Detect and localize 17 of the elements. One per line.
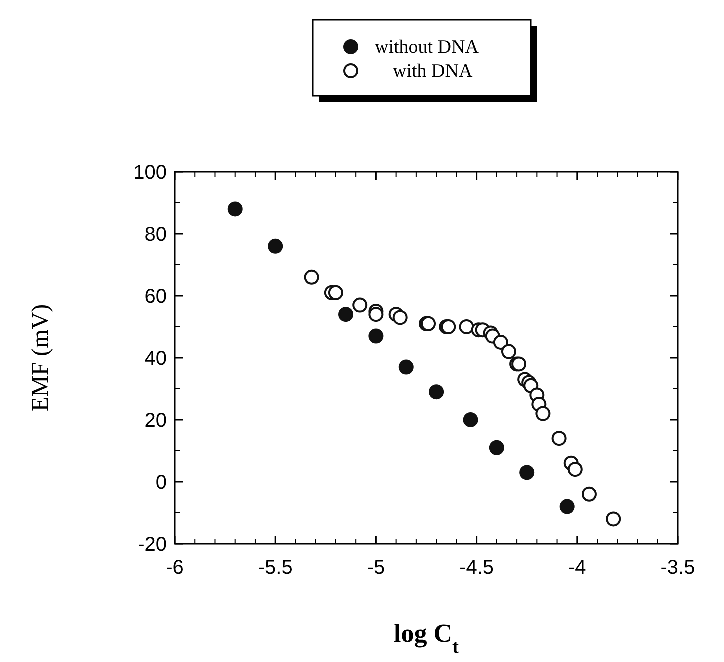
x-axis-title: log C$_{t}$ bbox=[394, 619, 460, 658]
x-tick-label: -3.5 bbox=[660, 557, 696, 579]
y-axis-title: EMF (mV) bbox=[28, 304, 54, 412]
legend-label: without DNA bbox=[375, 37, 480, 58]
x-tick-label: -6 bbox=[166, 557, 184, 579]
y-tick-label: 0 bbox=[156, 472, 167, 494]
x-tick-label: -4.5 bbox=[460, 557, 494, 579]
legend-label: with DNA bbox=[393, 61, 473, 82]
y-tick-label: 40 bbox=[144, 348, 167, 370]
y-tick-label: 80 bbox=[144, 224, 167, 246]
x-tick-label: -4 bbox=[568, 557, 586, 579]
y-tick-label: -20 bbox=[138, 534, 167, 556]
x-tick-label: -5 bbox=[367, 557, 386, 579]
y-tick-label: 20 bbox=[144, 410, 167, 432]
x-tick-label: -5.5 bbox=[258, 557, 293, 579]
y-tick-label: 60 bbox=[144, 286, 167, 308]
y-tick-label: 100 bbox=[134, 162, 167, 184]
